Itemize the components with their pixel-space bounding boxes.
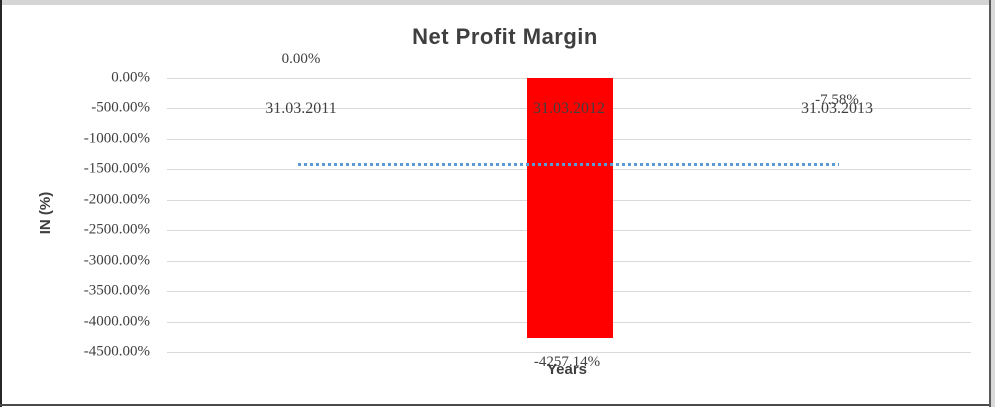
frame-border-left <box>0 0 2 407</box>
y-tick-label: -4500.00% <box>83 343 150 360</box>
category-label-2011: 31.03.2011 <box>265 100 337 117</box>
y-tick-label: -2000.00% <box>83 191 150 208</box>
frame-border-right-outer <box>991 0 995 407</box>
y-tick-label: -3000.00% <box>83 252 150 269</box>
data-label-2013: -7.58% <box>815 92 859 108</box>
y-tick-label: -1000.00% <box>83 130 150 147</box>
y-tick-label: -500.00% <box>91 99 150 116</box>
y-tick-label: -4000.00% <box>83 313 150 330</box>
y-tick-label: -1500.00% <box>83 160 150 177</box>
gridline-9 <box>167 352 971 353</box>
x-axis-title: Years <box>546 361 588 378</box>
data-label-2012: -4257.14% <box>533 354 601 370</box>
y-axis-title: IN (%) <box>37 191 54 235</box>
trendline-dotted <box>298 163 839 166</box>
data-label-2011: 0.00% <box>281 51 321 67</box>
frame-border-right <box>989 0 991 407</box>
chart-title: Net Profit Margin <box>412 24 598 49</box>
y-tick-label: -3500.00% <box>83 282 150 299</box>
y-tick-label: 0.00% <box>111 69 150 86</box>
bar-31-03-2012 <box>527 78 613 338</box>
category-label-2013: 31.03.2013 <box>801 100 873 117</box>
frame-border-bottom <box>0 404 995 406</box>
category-label-2012: 31.03.2012 <box>533 100 605 117</box>
frame-top-strip <box>0 0 995 5</box>
y-tick-label: -2500.00% <box>83 221 150 238</box>
